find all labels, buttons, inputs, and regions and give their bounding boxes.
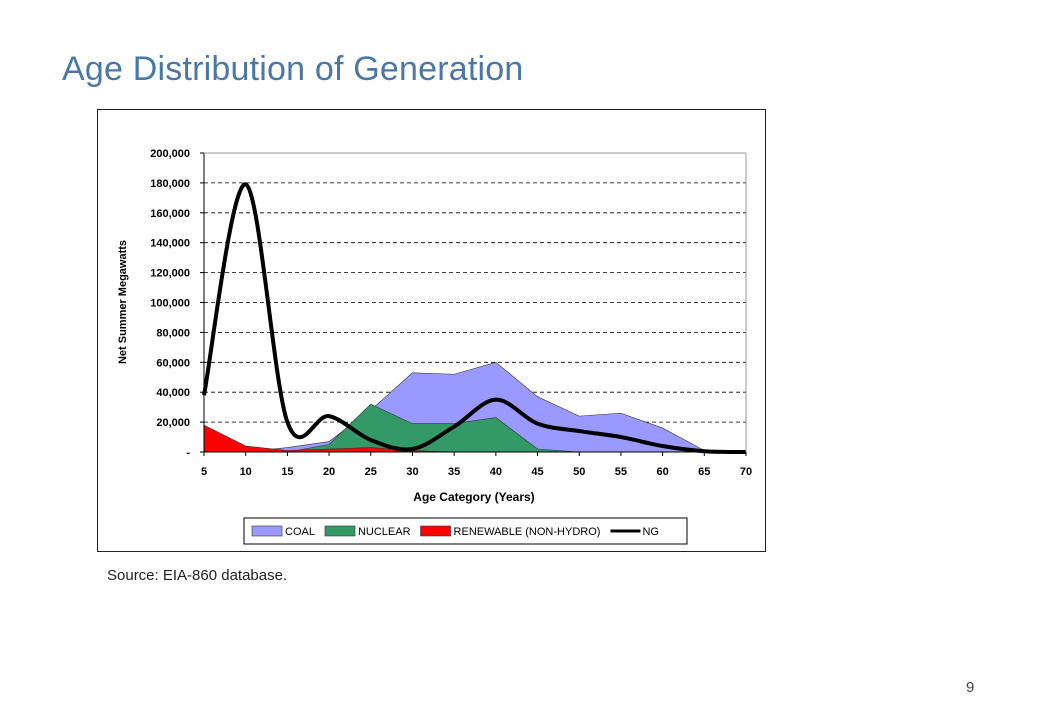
line-series xyxy=(202,182,747,454)
y-axis-label: Net Summer Megawatts xyxy=(117,240,129,364)
y-tick-label: 120,000 xyxy=(150,268,190,280)
y-tick-label: 60,000 xyxy=(156,357,190,369)
x-tick-label: 70 xyxy=(740,466,752,478)
source-note: Source: EIA-860 database. xyxy=(107,567,288,584)
x-tick-label: 40 xyxy=(490,466,502,478)
legend-label-renewable-non-hydro: RENEWABLE (NON-HYDRO) xyxy=(454,526,601,538)
x-tick-label: 65 xyxy=(698,466,710,478)
chart-frame: - 20,000 40,000 60,000 80,000 100,000 120,000 1… xyxy=(97,109,766,552)
legend-swatch-nuclear xyxy=(324,525,356,537)
x-tick-label: 45 xyxy=(531,466,543,478)
y-tick-label: 180,000 xyxy=(150,178,190,190)
area-coal xyxy=(204,361,747,453)
x-tick-label: 20 xyxy=(323,466,335,478)
x-tick-label: 25 xyxy=(365,466,377,478)
x-tick-label: 55 xyxy=(615,466,627,478)
y-tick-label: 160,000 xyxy=(150,208,190,220)
legend-swatch-renewable-non-hydro xyxy=(420,525,451,537)
y-tick-label: 200,000 xyxy=(150,148,190,160)
y-tick-label: - xyxy=(186,447,190,459)
page-number: 9 xyxy=(966,679,975,696)
x-tick-labels: 5 10 15 20 25 30 35 40 45 50 55 60 65 70 xyxy=(201,452,752,478)
x-axis-label: Age Category (Years) xyxy=(413,490,534,504)
y-tick-label: 100,000 xyxy=(150,298,190,310)
line-ng xyxy=(202,182,747,454)
legend-label-ng: NG xyxy=(642,526,659,538)
y-tick-labels: - 20,000 40,000 60,000 80,000 100,000 120,000 1… xyxy=(150,148,204,459)
y-tick-label: 80,000 xyxy=(156,327,190,339)
y-tick-label: 40,000 xyxy=(156,387,190,399)
slide-title: Age Distribution of Generation xyxy=(62,50,524,88)
x-tick-label: 10 xyxy=(240,466,252,478)
y-tick-label: 20,000 xyxy=(156,417,190,429)
legend-label-nuclear: NUCLEAR xyxy=(358,526,411,538)
legend-swatch-coal xyxy=(251,525,283,537)
x-tick-label: 15 xyxy=(281,466,293,478)
x-tick-label: 5 xyxy=(201,466,207,478)
age-distribution-chart: - 20,000 40,000 60,000 80,000 100,000 120,000 1… xyxy=(117,148,752,545)
legend-label-coal: COAL xyxy=(285,526,315,538)
x-tick-label: 35 xyxy=(448,466,460,478)
x-tick-label: 30 xyxy=(406,466,418,478)
legend: COAL NUCLEAR RENEWABLE (NON-HYDRO) NG xyxy=(243,517,688,545)
x-tick-label: 60 xyxy=(656,466,668,478)
x-tick-label: 50 xyxy=(573,466,585,478)
y-tick-label: 140,000 xyxy=(150,238,190,250)
